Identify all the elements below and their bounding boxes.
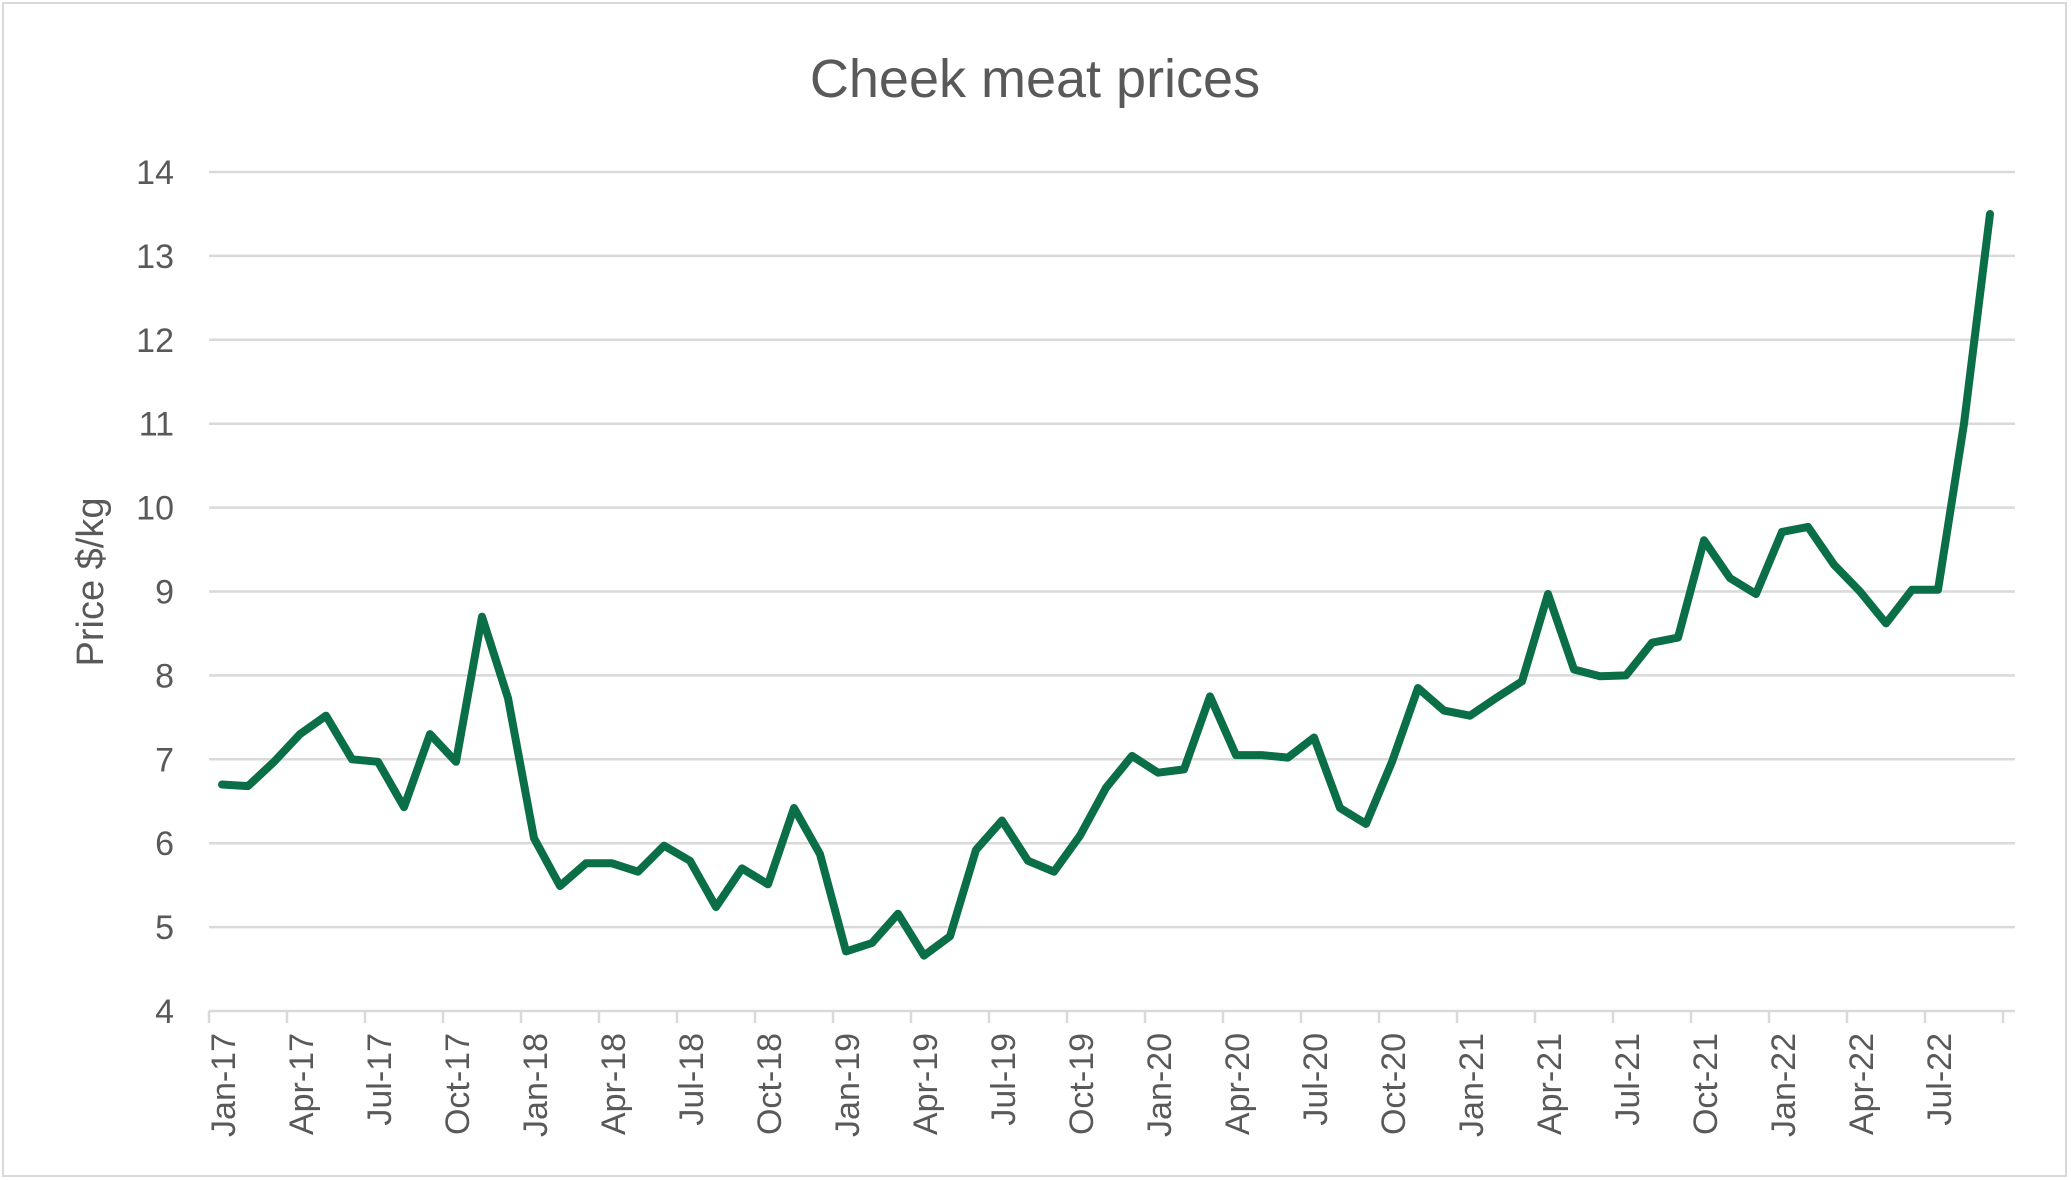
series-line: [218, 210, 1994, 960]
y-tick-label: 4: [155, 993, 174, 1031]
y-tick-label: 5: [155, 909, 174, 947]
x-tick-label: Oct-19: [1063, 1033, 1101, 1135]
y-tick-label: 7: [155, 741, 174, 779]
x-tick-label: Oct-20: [1375, 1033, 1413, 1135]
y-tick-label: 13: [136, 238, 174, 276]
x-tick-label: Apr-19: [907, 1033, 945, 1135]
x-tick-label: Apr-17: [283, 1033, 321, 1135]
x-tick-label: Apr-22: [1843, 1033, 1881, 1135]
y-tick-label: 6: [155, 825, 174, 863]
chart-title: Cheek meat prices: [810, 49, 1260, 109]
series: [218, 210, 1994, 960]
x-tick-label: Jan-21: [1453, 1033, 1491, 1137]
y-tick-label: 11: [139, 406, 174, 444]
x-tick-label: Jan-19: [829, 1033, 867, 1137]
y-axis-label: Price $/kg: [70, 498, 112, 667]
x-tick-label: Oct-18: [751, 1033, 789, 1135]
x-tick-label: Jul-22: [1921, 1033, 1959, 1126]
x-tick-label: Apr-21: [1531, 1033, 1569, 1135]
y-axis-ticks: 4 5 6 7 8 9 10 11 12 13 14: [136, 154, 174, 1031]
x-tick-label: Jul-20: [1297, 1033, 1335, 1126]
y-tick-label: 9: [155, 574, 174, 612]
x-axis: [207, 1009, 2015, 1023]
x-tick-label: Apr-20: [1219, 1033, 1257, 1135]
y-tick-label: 14: [136, 154, 174, 192]
x-tick-label: Jan-18: [517, 1033, 555, 1137]
line-chart: Cheek meat prices Price $/kg 4 5 6 7 8 9 10 11 1…: [70, 49, 2015, 1137]
x-tick-label: Jan-17: [205, 1033, 243, 1137]
y-tick-label: 10: [136, 490, 174, 528]
x-tick-label: Oct-21: [1687, 1033, 1725, 1135]
y-tick-label: 8: [155, 657, 174, 695]
x-tick-label: Jul-18: [673, 1033, 711, 1126]
x-tick-label: Jul-17: [361, 1033, 399, 1126]
x-tick-label: Jan-22: [1765, 1033, 1803, 1137]
x-tick-label: Oct-17: [439, 1033, 477, 1135]
y-tick-label: 12: [136, 322, 174, 360]
x-tick-label: Apr-18: [595, 1033, 633, 1135]
x-tick-label: Jul-19: [985, 1033, 1023, 1126]
x-tick-label: Jul-21: [1609, 1033, 1647, 1126]
x-tick-label: Jan-20: [1141, 1033, 1179, 1137]
gridlines: [209, 170, 2015, 929]
x-axis-ticks: Jan-17 Apr-17 Jul-17 Oct-17 Jan-18 Apr-18 Jul-…: [205, 1033, 1959, 1137]
